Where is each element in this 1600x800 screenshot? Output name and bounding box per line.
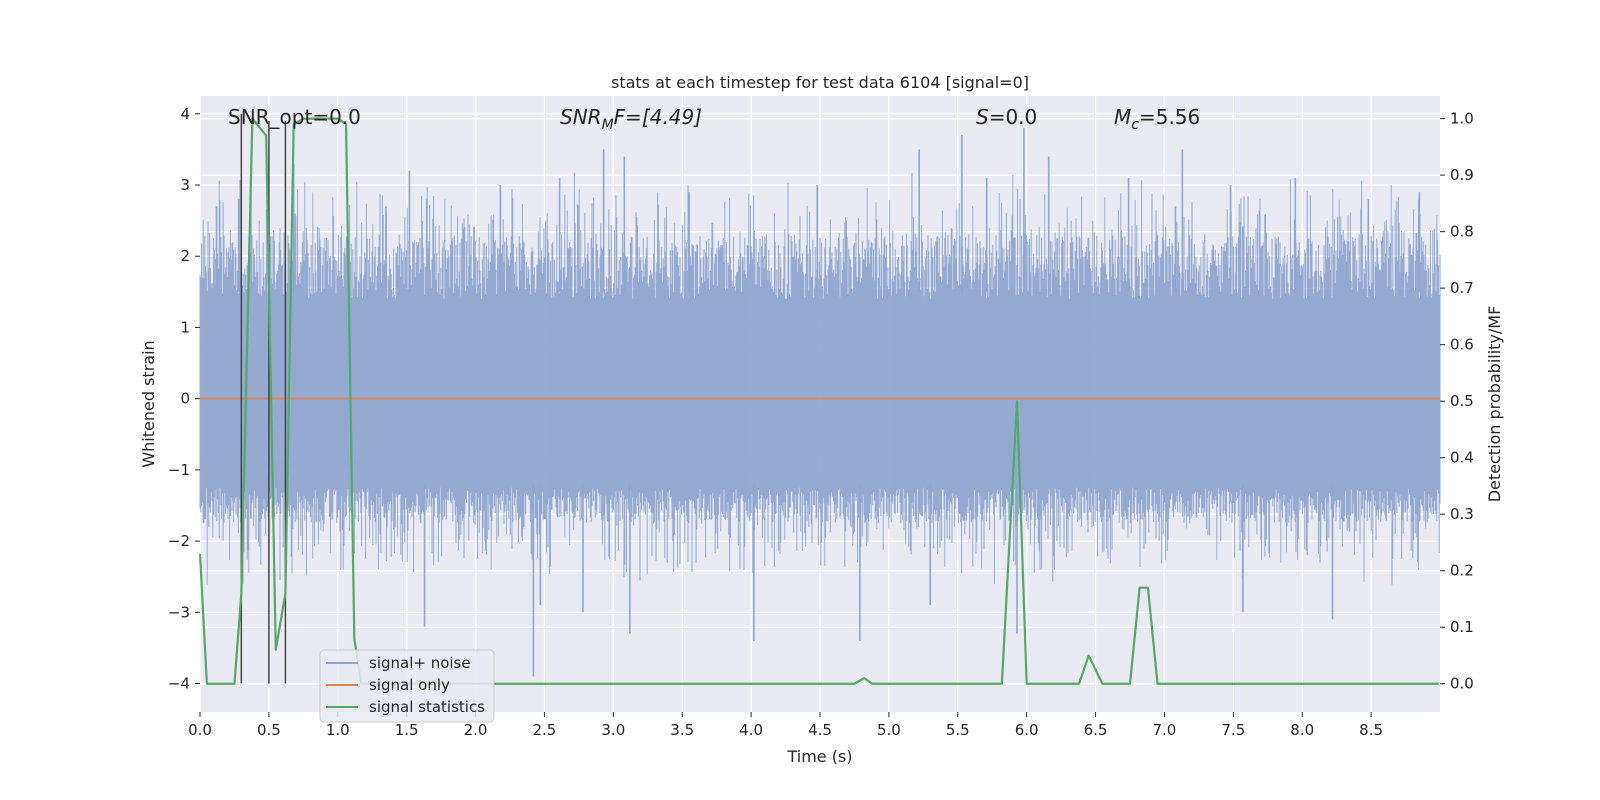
s-value-main: S	[976, 105, 989, 129]
right-y-tick-label: 0.6	[1450, 336, 1474, 354]
left-y-tick-label: 2	[180, 247, 190, 265]
s-value-rest: =0.0	[989, 105, 1038, 129]
legend-label-signal-statistics: signal statistics	[369, 698, 485, 716]
legend: signal+ noise signal only signal statist…	[319, 649, 495, 723]
right-y-axis-ticks: 0.0 0.1 0.2 0.3 0.4 0.5 0.6 0.7 0.8 0.9 1.0	[1440, 110, 1474, 693]
right-y-tick-label: 0.5	[1450, 392, 1474, 410]
legend-label-signal-only: signal only	[369, 676, 450, 694]
right-y-tick-label: 0.1	[1450, 618, 1474, 636]
noise-band	[199, 172, 1441, 585]
left-y-tick-label: 1	[180, 318, 190, 336]
x-tick-label: 2.0	[464, 721, 488, 739]
snr-mf-rest-text: F=[4.49]	[614, 105, 702, 129]
x-axis-ticks: 0.0 0.5 1.0 1.5 2.0 2.5 3.0 3.5 4.0 4.5 5.0 5.5 6.0 6…	[188, 712, 1383, 739]
x-tick-label: 8.0	[1290, 721, 1314, 739]
chart-title: stats at each timestep for test data 610…	[611, 73, 1029, 92]
x-tick-label: 5.5	[946, 721, 970, 739]
left-y-axis-ticks: −4 −3 −2 −1 0 1 2 3 4	[168, 105, 200, 693]
left-y-tick-label: 0	[180, 390, 190, 408]
right-y-tick-label: 0.0	[1450, 675, 1474, 693]
x-tick-label: 1.5	[395, 721, 419, 739]
mc-value-rest: =5.56	[1139, 105, 1200, 129]
legend-label-signal-noise: signal+ noise	[369, 654, 471, 672]
signal-statistics-line	[198, 117, 1439, 685]
right-y-tick-label: 0.4	[1450, 449, 1474, 467]
right-y-tick-label: 0.3	[1450, 505, 1474, 523]
legend-box	[319, 649, 495, 723]
left-y-axis-label: Whitened strain	[139, 340, 158, 467]
mc-value-annotation: Mc=5.56	[1114, 105, 1200, 133]
snr-mf-sub: M	[602, 117, 614, 133]
right-y-tick-label: 1.0	[1450, 110, 1474, 128]
x-tick-label: 7.0	[1153, 721, 1177, 739]
right-y-tick-label: 0.2	[1450, 562, 1474, 580]
snr-opt-annotation: SNR_opt=0.0	[228, 105, 361, 129]
left-y-tick-label: −4	[168, 675, 190, 693]
snr-mf-main: SNR	[560, 105, 602, 129]
x-tick-label: 1.0	[326, 721, 350, 739]
signal-statistics-series	[198, 117, 1439, 685]
left-y-tick-label: 3	[180, 176, 190, 194]
x-tick-label: 6.5	[1084, 721, 1108, 739]
right-y-axis-label: Detection probability/MF	[1485, 306, 1504, 503]
x-tick-label: 0.5	[257, 721, 281, 739]
left-y-tick-label: −1	[168, 461, 190, 479]
x-tick-label: 4.0	[739, 721, 763, 739]
left-y-tick-label: 4	[180, 105, 190, 123]
left-y-tick-label: −2	[168, 532, 190, 550]
s-value-annotation: S=0.0	[976, 105, 1037, 129]
x-tick-label: 6.0	[1015, 721, 1039, 739]
snr-mf-annotation: SNRMF=[4.49]	[560, 105, 702, 133]
mc-value-main: M	[1114, 105, 1131, 129]
left-y-tick-label: −3	[168, 603, 190, 621]
x-tick-label: 0.0	[188, 721, 212, 739]
x-tick-label: 3.0	[601, 721, 625, 739]
x-tick-label: 2.5	[533, 721, 557, 739]
x-tick-label: 7.5	[1221, 721, 1245, 739]
snr-mf-rest: F=[4.49]	[614, 105, 702, 129]
x-tick-label: 5.0	[877, 721, 901, 739]
x-tick-label: 3.5	[670, 721, 694, 739]
right-y-tick-label: 0.9	[1450, 166, 1474, 184]
right-y-tick-label: 0.7	[1450, 279, 1474, 297]
x-tick-label: 4.5	[808, 721, 832, 739]
mc-value-sub: c	[1131, 117, 1139, 133]
x-axis-label: Time (s)	[786, 747, 852, 766]
right-y-tick-label: 0.8	[1450, 223, 1474, 241]
x-tick-label: 8.5	[1359, 721, 1383, 739]
